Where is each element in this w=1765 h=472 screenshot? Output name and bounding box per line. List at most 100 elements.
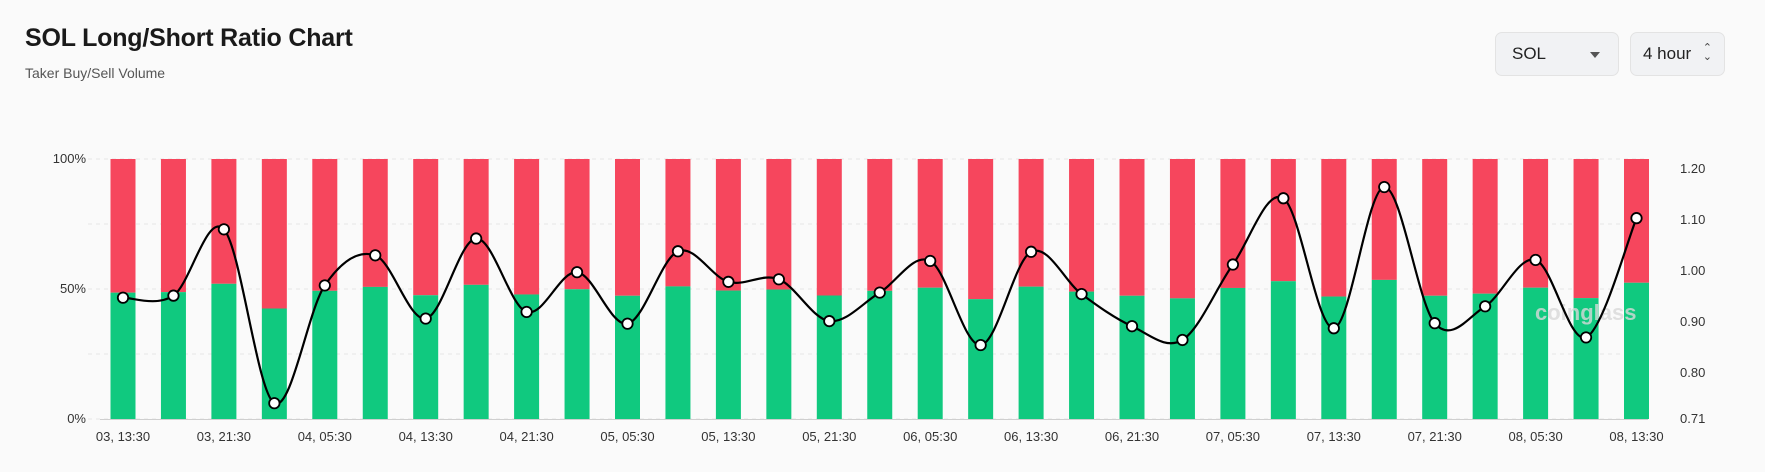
long-bar [1624,282,1649,419]
ratio-point[interactable] [1125,320,1139,333]
long-bar [867,290,893,419]
short-bar [1472,159,1498,294]
ratio-point[interactable] [924,254,937,268]
ratio-line-path [122,185,1638,405]
ratio-line [116,180,1643,410]
ratio-point[interactable] [1277,192,1290,205]
long-bar [1573,298,1599,419]
short-bar [1573,159,1599,299]
x-tick-label: 04, 21:30 [499,429,553,444]
short-bar [362,159,388,287]
ratio-point[interactable] [1226,258,1240,271]
short-bar [1422,159,1448,296]
ratio-point[interactable] [1176,333,1189,347]
short-bar [1119,159,1145,296]
short-bar [1069,159,1095,292]
long-bar [1371,279,1397,419]
long-bar [1422,295,1448,419]
long-bar [110,292,136,419]
ratio-point[interactable] [974,338,987,352]
long-bar [968,299,994,419]
ratio-point[interactable] [167,289,180,302]
ratio-point[interactable] [1630,212,1643,225]
x-tick-label: 07, 21:30 [1408,429,1462,444]
long-bar [362,286,388,419]
long-bar [917,287,943,419]
short-bar [1018,159,1044,287]
x-tick-label: 06, 13:30 [1004,429,1058,444]
short-bar [1321,159,1347,297]
ratio-point[interactable] [823,315,836,328]
ratio-point[interactable] [318,279,331,292]
long-bar [1523,287,1549,419]
ratio-point[interactable] [671,245,685,258]
short-bar [917,159,943,288]
interval-select-value: 4 hour [1643,44,1692,63]
page-subtitle: Taker Buy/Sell Volume [25,65,166,81]
ratio-point[interactable] [217,223,230,236]
ratio-point[interactable] [772,273,785,286]
long-bar [1018,286,1044,419]
ratio-point[interactable] [873,286,886,299]
long-bar [160,292,186,419]
ratio-point[interactable] [722,275,735,288]
y-right-tick-label: 0.80 [1680,365,1705,380]
y-right-tick-label: 1.20 [1680,161,1705,176]
x-tick-label: 04, 13:30 [399,429,453,444]
ratio-point[interactable] [116,291,130,304]
short-bar [312,159,338,291]
x-tick-label: 05, 21:30 [802,429,856,444]
y-right-tick-label: 0.90 [1680,314,1705,329]
short-bar [1169,159,1195,299]
short-bar [766,159,792,290]
x-tick-label: 04, 05:30 [298,429,352,444]
x-tick-label: 07, 05:30 [1206,429,1260,444]
short-bar [1371,159,1397,280]
short-bar [261,159,287,309]
short-bar [463,159,489,285]
up-down-chevron-icon: ⌃ ⌄ [1702,42,1712,63]
short-bar [665,159,691,287]
x-tick-label: 05, 05:30 [600,429,654,444]
short-bar [160,159,186,293]
symbol-select-value: SOL [1512,44,1547,63]
ratio-point[interactable] [1579,331,1593,344]
page-title: SOL Long/Short Ratio Chart [25,24,353,52]
ratio-point[interactable] [520,305,533,319]
ratio-point[interactable] [1428,317,1441,330]
interval-select[interactable]: 4 hour ⌃ ⌄ [1630,32,1725,76]
ratio-point[interactable] [1529,253,1542,267]
long-bar [211,283,237,419]
short-bar [968,159,994,300]
ratio-point[interactable] [1025,245,1038,258]
chevron-down-icon [1590,52,1600,58]
long-bar [816,295,842,419]
ratio-point[interactable] [1075,287,1088,301]
symbol-select[interactable]: SOL [1495,32,1619,76]
bars [110,159,1649,419]
ratio-point[interactable] [369,249,382,262]
ratio-point[interactable] [1378,180,1391,194]
ratio-point[interactable] [570,266,584,279]
x-tick-label: 06, 21:30 [1105,429,1159,444]
ratio-point[interactable] [268,397,281,410]
ratio-point[interactable] [419,312,432,325]
ratio-point[interactable] [1327,322,1340,335]
x-tick-label: 08, 13:30 [1609,429,1663,444]
x-tick-label: 08, 05:30 [1508,429,1562,444]
y-left-tick-label: 50% [60,281,86,296]
y-right-tick-label: 1.00 [1680,263,1705,278]
short-bar [211,159,237,284]
long-bar [766,289,792,419]
long-bar [564,289,590,419]
long-bar [615,295,640,419]
ratio-point[interactable] [1479,300,1492,313]
y-left-tick-label: 100% [53,151,87,166]
long-bar [1220,287,1246,419]
ratio-point[interactable] [470,232,483,245]
long-bar [715,290,741,419]
ratio-point[interactable] [621,317,634,330]
y-right-tick-label: 1.10 [1680,212,1705,227]
